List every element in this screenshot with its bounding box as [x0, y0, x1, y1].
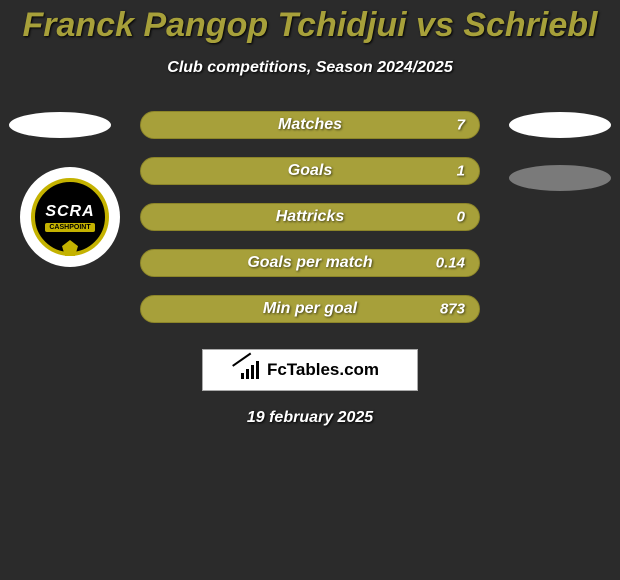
date-label: 19 february 2025	[0, 409, 620, 427]
stat-value: 873	[440, 301, 465, 318]
player-right-ellipse-2	[509, 165, 611, 191]
player-right-ellipse-1	[509, 112, 611, 138]
comparison-stage: SCRA CASHPOINT Matches 7 Goals 1 Hattric…	[0, 111, 620, 341]
stat-label: Goals per match	[247, 254, 372, 272]
stat-value: 7	[457, 117, 465, 134]
stat-bar-goals-per-match: Goals per match 0.14	[140, 249, 480, 277]
badge-line1: SCRA	[45, 203, 94, 221]
page-subtitle: Club competitions, Season 2024/2025	[0, 59, 620, 77]
brand-box[interactable]: FcTables.com	[202, 349, 418, 391]
club-badge: SCRA CASHPOINT	[20, 167, 120, 267]
stat-label: Hattricks	[276, 208, 344, 226]
page-title: Franck Pangop Tchidjui vs Schriebl	[0, 0, 620, 45]
stat-bar-goals: Goals 1	[140, 157, 480, 185]
badge-line2: CASHPOINT	[45, 223, 94, 232]
stat-value: 0	[457, 209, 465, 226]
stat-bars: Matches 7 Goals 1 Hattricks 0 Goals per …	[140, 111, 480, 341]
club-badge-inner: SCRA CASHPOINT	[31, 178, 109, 256]
player-left-ellipse	[9, 112, 111, 138]
stat-value: 0.14	[436, 255, 465, 272]
brand-text: FcTables.com	[267, 360, 379, 380]
brand-chart-icon	[241, 361, 261, 379]
stat-bar-min-per-goal: Min per goal 873	[140, 295, 480, 323]
stat-label: Matches	[278, 116, 342, 134]
stat-bar-hattricks: Hattricks 0	[140, 203, 480, 231]
stat-bar-matches: Matches 7	[140, 111, 480, 139]
stat-value: 1	[457, 163, 465, 180]
badge-ball-icon	[62, 240, 78, 256]
stat-label: Goals	[288, 162, 332, 180]
stat-label: Min per goal	[263, 300, 357, 318]
